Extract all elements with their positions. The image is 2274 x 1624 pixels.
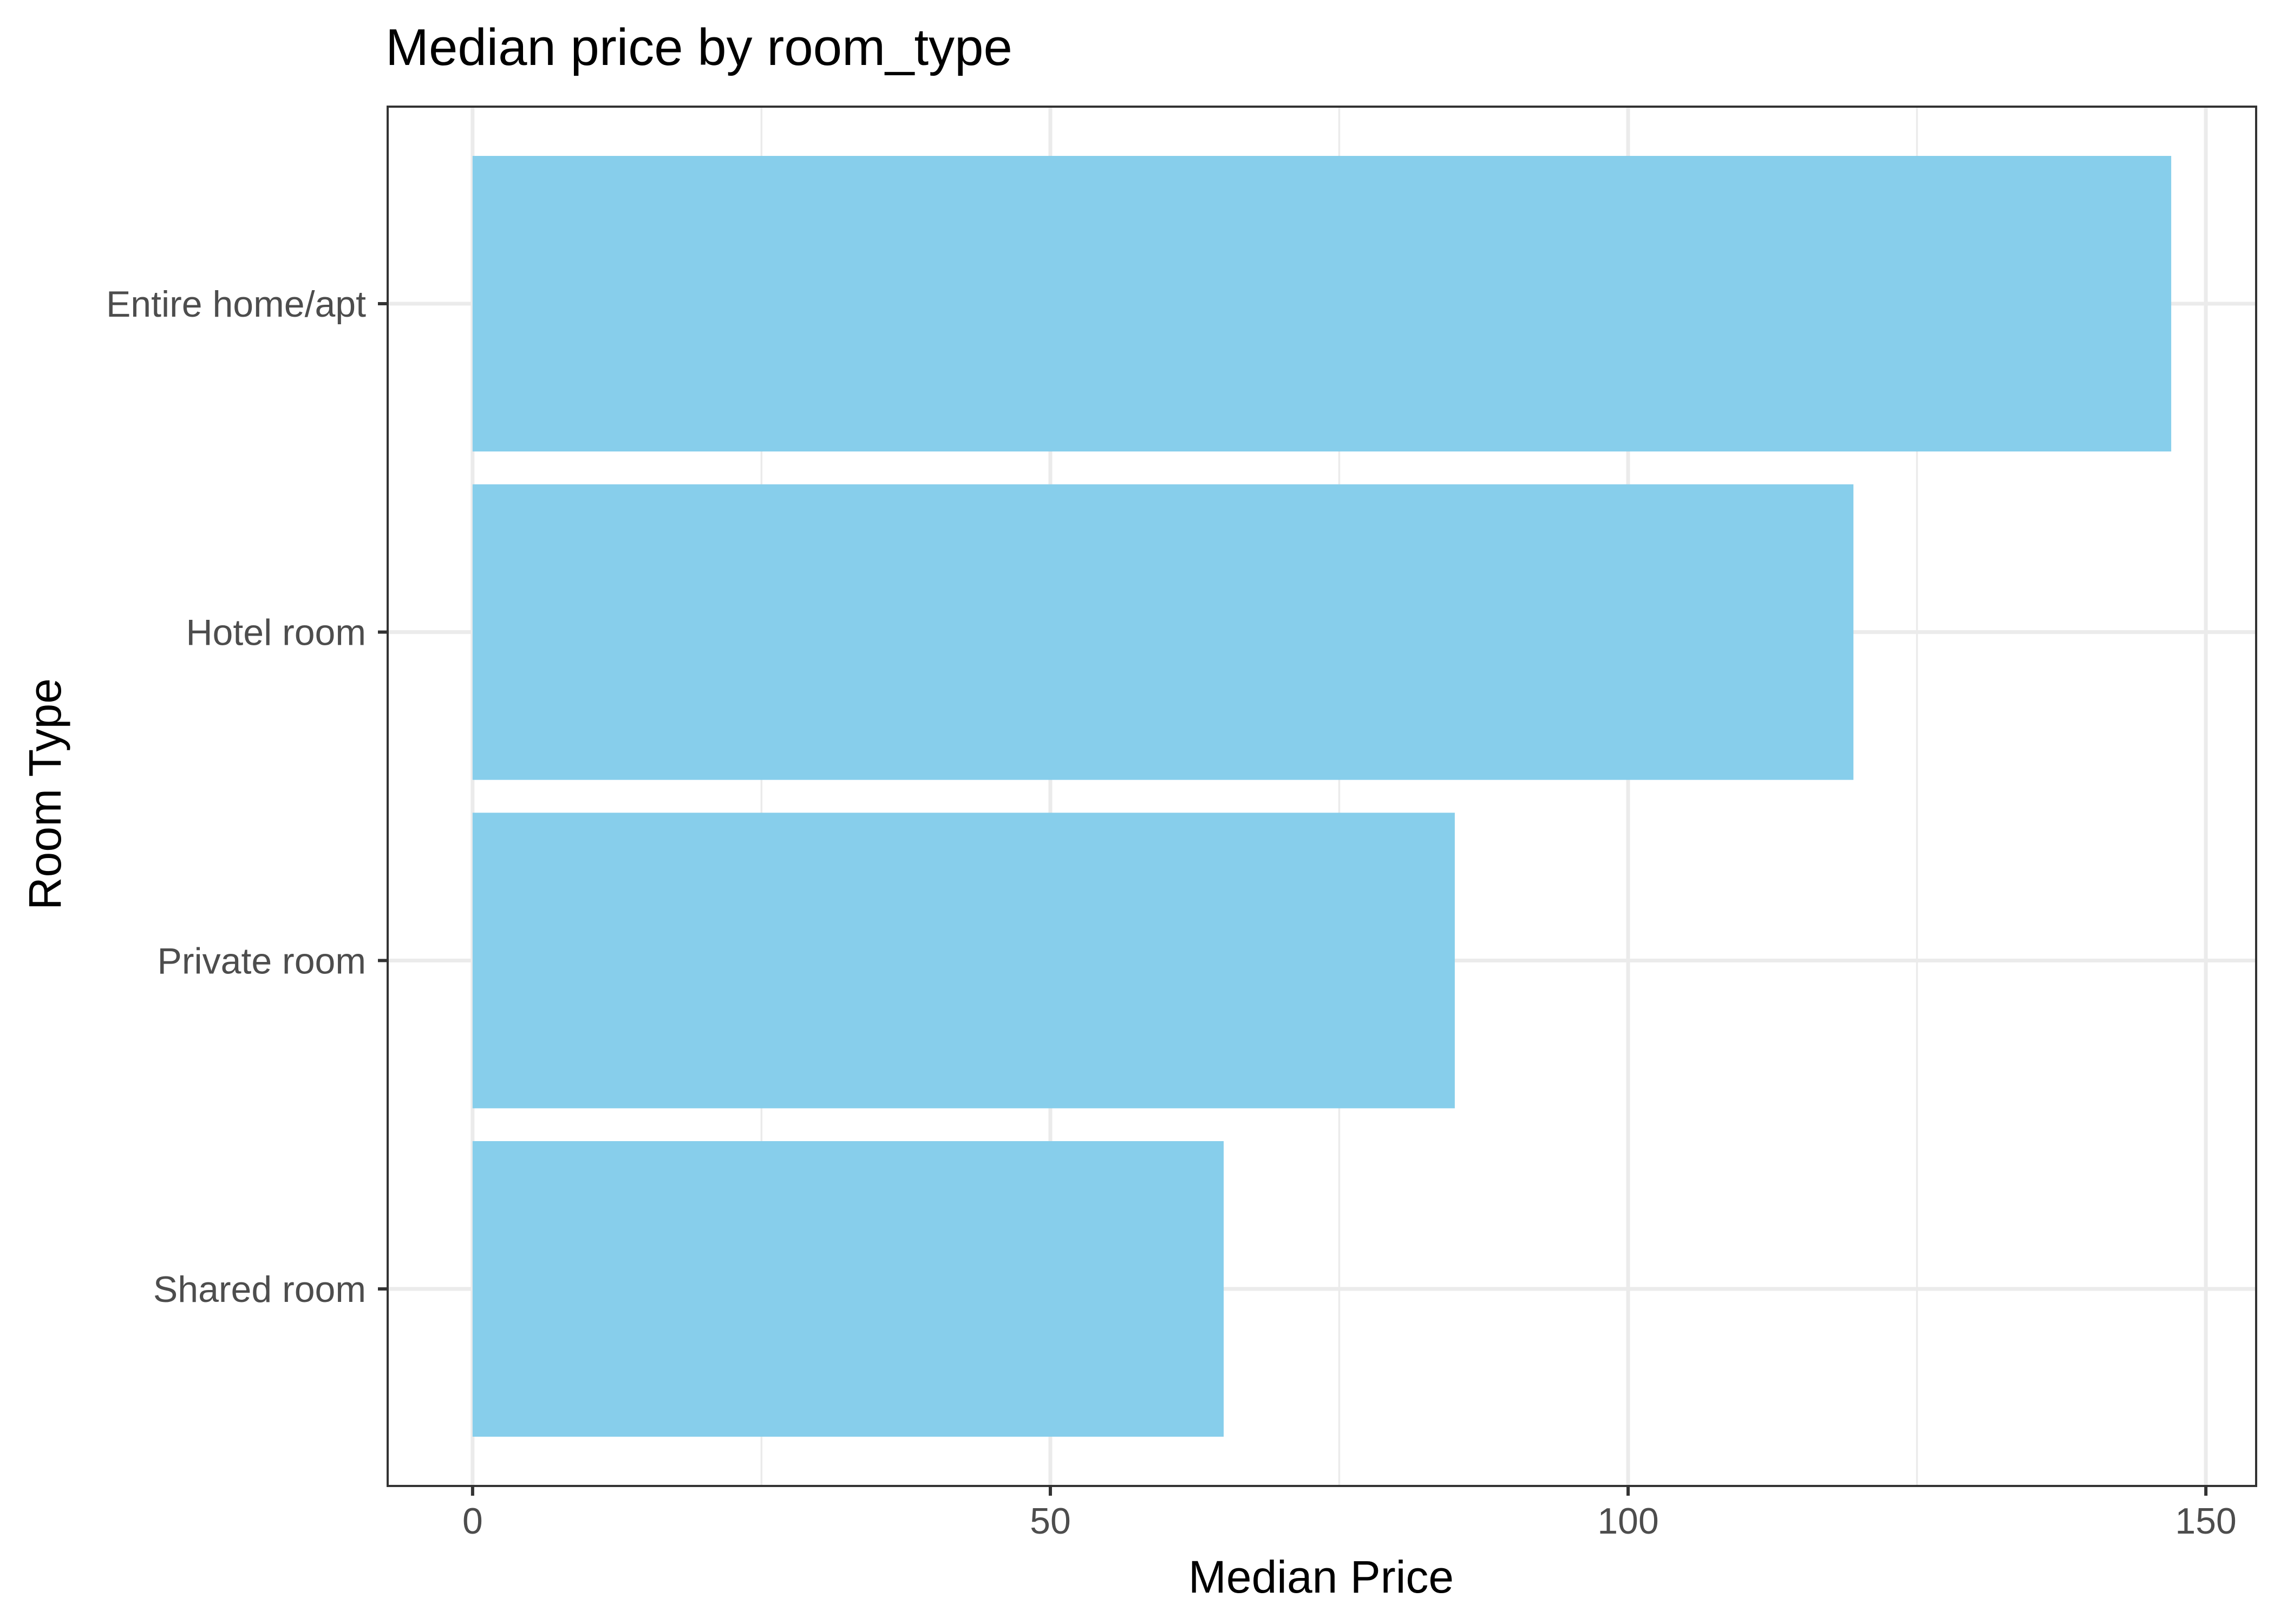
y-tick-label: Entire home/apt [106, 284, 366, 325]
panel-border [387, 106, 2257, 1487]
chart-title: Median price by room_type [385, 18, 1012, 76]
x-tick-label: 50 [1030, 1501, 1071, 1542]
bar [472, 484, 1854, 780]
x-tick-label: 150 [2175, 1501, 2236, 1542]
bars [472, 156, 2172, 1437]
y-tick-label: Hotel room [186, 612, 366, 653]
bar [472, 156, 2172, 451]
y-tick-label: Private room [158, 940, 366, 981]
bar [472, 813, 1455, 1109]
y-tick-label: Shared room [153, 1269, 366, 1310]
x-tick-label: 100 [1597, 1501, 1658, 1542]
x-axis-title: Median Price [1188, 1551, 1454, 1602]
y-axis-title: Room Type [19, 678, 70, 910]
x-tick-label: 0 [462, 1501, 483, 1542]
x-axis: 0 50 100 150 [462, 1486, 2237, 1542]
bar [472, 1141, 1224, 1437]
y-axis: Entire home/apt Hotel room Private room Sha… [106, 284, 388, 1310]
